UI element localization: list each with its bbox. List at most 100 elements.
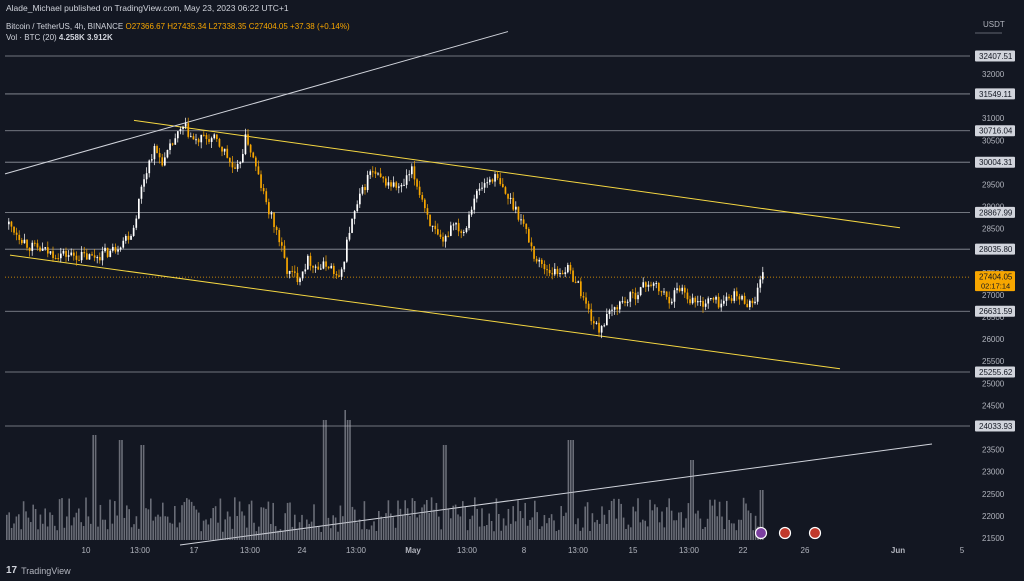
- candle-body: [73, 252, 75, 256]
- footer-brand[interactable]: 17 TradingView: [6, 565, 71, 576]
- volume-bar: [258, 526, 260, 540]
- volume-bar: [399, 508, 402, 540]
- candle-body: [608, 310, 611, 315]
- candle-body: [138, 198, 140, 219]
- volume-bar: [138, 528, 140, 540]
- volume-bar: [610, 500, 613, 540]
- candle-body: [684, 287, 686, 293]
- volume-bar: [687, 503, 690, 540]
- candle-body: [101, 251, 104, 261]
- volume-bar: [181, 505, 183, 540]
- volume-bar: [186, 498, 188, 540]
- volume-bar: [634, 511, 637, 540]
- price-axis[interactable]: USDT215002200022500230002350024000245002…: [975, 20, 1015, 543]
- time-tick-label: 10: [82, 546, 91, 555]
- volume-bar: [706, 518, 709, 540]
- volume-bar: [507, 508, 510, 540]
- volume-bar: [423, 504, 426, 540]
- candle-body: [686, 292, 689, 300]
- volume-bar: [430, 497, 433, 540]
- candle-body: [359, 193, 361, 205]
- candle-body: [463, 231, 465, 233]
- candle-body: [353, 211, 356, 219]
- candle-body: [468, 214, 470, 229]
- candle-body: [265, 191, 268, 203]
- candle-body: [431, 225, 434, 227]
- volume-bar: [514, 521, 517, 540]
- candle-body: [561, 273, 564, 275]
- volume-bar: [402, 514, 404, 540]
- volume-bar: [435, 502, 438, 540]
- volume-bar: [61, 498, 63, 540]
- candle-body: [83, 251, 86, 254]
- level-tag-label: 28035.80: [979, 245, 1013, 254]
- volume-bar: [358, 519, 361, 540]
- volume-bar: [481, 508, 483, 540]
- volume-bar: [390, 513, 392, 540]
- candle-body: [314, 266, 317, 268]
- time-tick-label: 26: [801, 546, 810, 555]
- candle-body: [634, 292, 637, 300]
- candle-body: [611, 309, 613, 311]
- candle-body: [762, 272, 764, 280]
- volume-bar: [730, 523, 733, 540]
- price-tick-label: 28500: [982, 225, 1005, 234]
- volume-bar: [354, 509, 356, 540]
- candle-body: [574, 281, 577, 283]
- volume-bar: [99, 504, 102, 540]
- candle-body: [177, 131, 179, 139]
- volume-value-2: 3.912K: [86, 33, 113, 42]
- volume-bar: [75, 512, 78, 540]
- volume-bar: [421, 507, 423, 540]
- candle-body: [361, 187, 364, 194]
- candle-body: [442, 236, 444, 242]
- candle-body: [78, 259, 80, 261]
- candle-body: [273, 212, 275, 228]
- volume-bar: [615, 518, 618, 540]
- candle-body: [733, 291, 736, 301]
- publisher-line: Alade_Michael published on TradingView.c…: [6, 3, 289, 13]
- candle-body: [626, 301, 629, 303]
- volume-bar: [714, 499, 716, 540]
- volume-bar: [342, 516, 344, 540]
- volume-bar: [82, 526, 85, 540]
- price-tick-label: 29500: [982, 180, 1005, 189]
- candle-body: [652, 283, 655, 286]
- time-axis[interactable]: 10 13:00 17 13:00 24 13:00 May 13:00 8 13:00 15 13:…: [82, 546, 965, 555]
- candle-body: [538, 259, 541, 262]
- volume-bar: [373, 521, 375, 540]
- level-tag-label: 24033.93: [979, 422, 1013, 431]
- volume-bar: [644, 520, 646, 540]
- candle-body: [153, 146, 156, 160]
- candle-body: [710, 298, 712, 300]
- volume-bar: [682, 527, 685, 540]
- volume-bar: [579, 530, 582, 540]
- volume-bar: [447, 509, 450, 540]
- symbol-name: Bitcoin / TetherUS, 4h, BINANCE: [6, 22, 124, 31]
- candle-body: [517, 206, 520, 220]
- candle-body: [296, 272, 299, 283]
- candle-body: [338, 275, 340, 277]
- candle-body: [637, 295, 639, 300]
- symbol-info: Bitcoin / TetherUS, 4h, BINANCE O27366.6…: [6, 22, 350, 31]
- event-markers[interactable]: [754, 526, 822, 540]
- volume-bar: [627, 524, 630, 540]
- volume-bar: [368, 529, 370, 540]
- candle-body: [559, 273, 561, 275]
- candle-body: [356, 204, 359, 212]
- volume-bar: [462, 501, 464, 540]
- level-tag: [975, 156, 1015, 168]
- volume-bar: [370, 525, 373, 540]
- candle-body: [598, 322, 600, 333]
- candle-body: [728, 296, 730, 299]
- volume-bar: [522, 518, 524, 540]
- volume-bar: [666, 507, 668, 540]
- volume-bar: [723, 528, 726, 540]
- volume-bar: [433, 509, 435, 540]
- candle-body: [242, 154, 244, 163]
- volume-bar: [34, 508, 37, 540]
- volume-bar: [572, 440, 574, 540]
- level-tag-label: 30004.31: [979, 158, 1013, 167]
- volume-bar: [534, 500, 536, 540]
